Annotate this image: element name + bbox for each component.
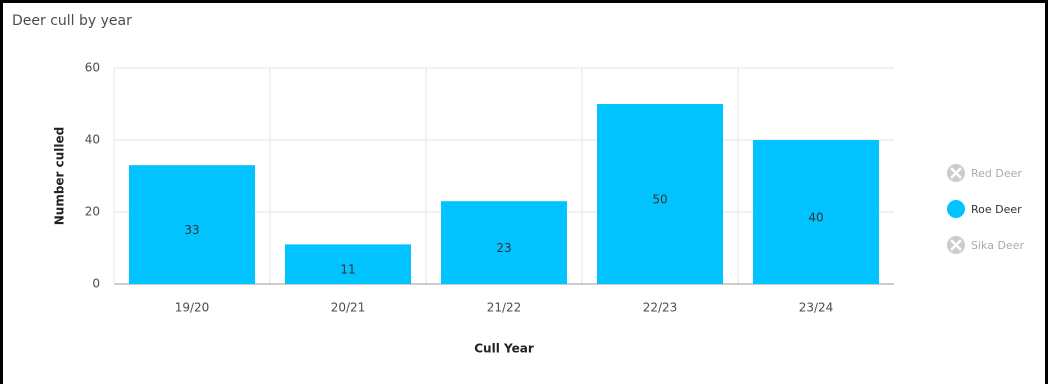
- x-tick-label: 21/22: [487, 301, 522, 315]
- bar: [129, 165, 255, 284]
- y-axis-label: Number culled: [53, 127, 67, 226]
- legend-marker[interactable]: [947, 200, 965, 218]
- data-label: 50: [652, 193, 667, 207]
- bar: [753, 140, 879, 284]
- x-tick-label: 23/24: [799, 301, 834, 315]
- data-label: 23: [496, 241, 511, 255]
- x-tick-label: 19/20: [175, 301, 210, 315]
- y-tick-label: 40: [85, 133, 100, 147]
- legend-label[interactable]: Sika Deer: [971, 239, 1024, 252]
- legend-hidden-icon: [950, 239, 962, 251]
- legend-hidden-icon: [950, 167, 962, 179]
- x-tick-label: 20/21: [331, 301, 366, 315]
- chart-title: Deer cull by year: [12, 13, 132, 29]
- x-axis-label: Cull Year: [474, 342, 534, 356]
- data-label: 40: [808, 211, 823, 225]
- data-label: 11: [340, 263, 355, 277]
- bar: [597, 104, 723, 284]
- legend-label[interactable]: Roe Deer: [971, 203, 1022, 216]
- x-tick-label: 22/23: [643, 301, 678, 315]
- y-tick-label: 0: [92, 277, 100, 291]
- y-tick-label: 60: [85, 61, 100, 75]
- data-label: 33: [184, 223, 199, 237]
- legend-label[interactable]: Red Deer: [971, 167, 1022, 180]
- y-tick-label: 20: [85, 205, 100, 219]
- bar: [285, 244, 411, 284]
- bar: [441, 201, 567, 284]
